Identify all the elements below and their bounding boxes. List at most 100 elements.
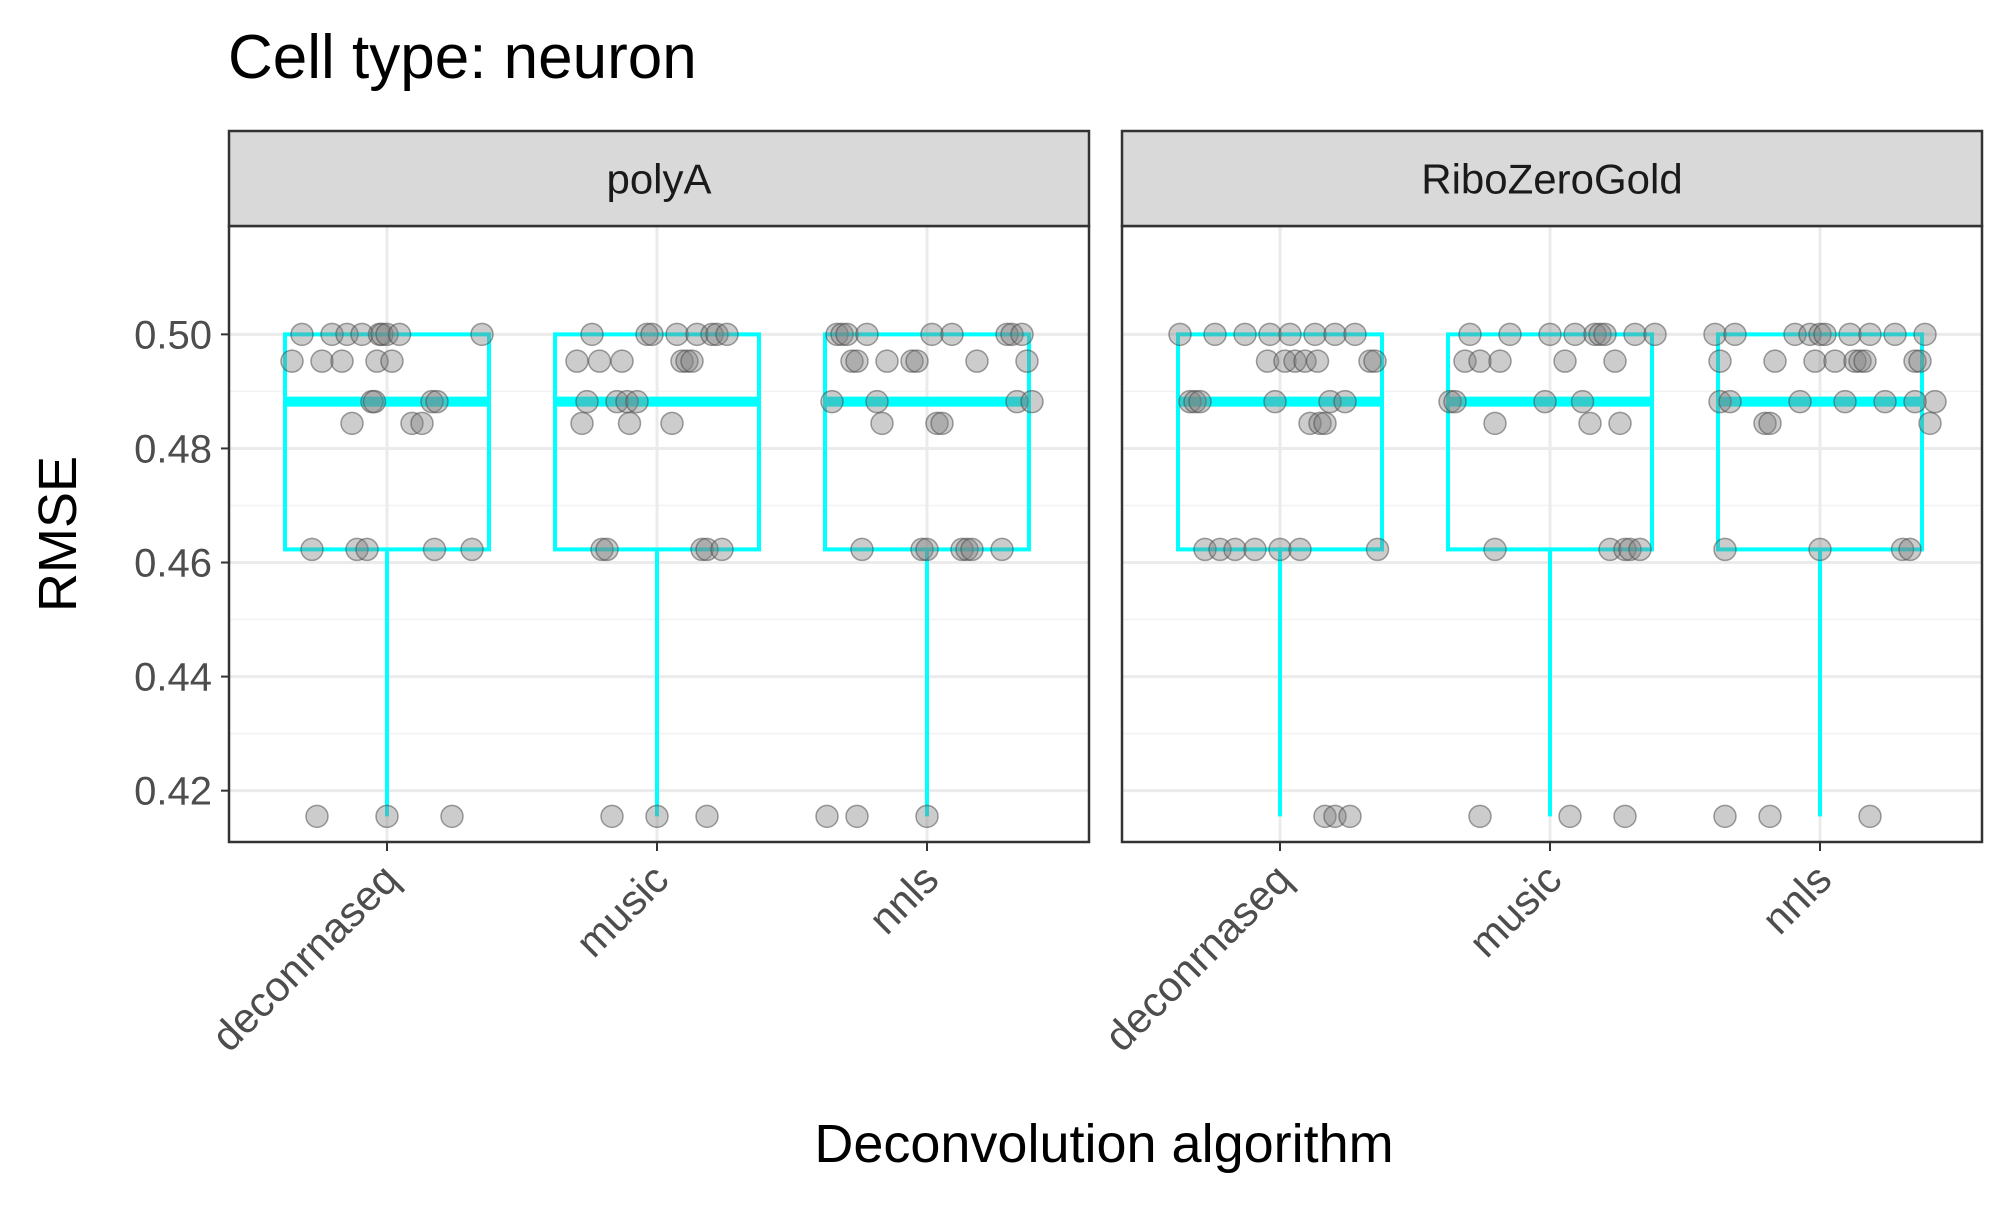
data-point — [1458, 322, 1482, 347]
data-point — [1183, 389, 1207, 414]
data-point — [375, 322, 399, 347]
data-point — [925, 411, 949, 436]
data-point — [605, 389, 629, 414]
data-point — [1313, 804, 1337, 829]
data-point — [1258, 322, 1282, 347]
data-point — [1483, 411, 1507, 436]
data-point — [580, 322, 604, 347]
data-point — [380, 349, 404, 373]
data-point — [1538, 322, 1562, 347]
data-point — [1488, 349, 1512, 373]
data-point — [1223, 537, 1247, 562]
y-tick-label: 0.50 — [134, 313, 212, 357]
data-point — [387, 322, 412, 347]
data-point — [835, 322, 859, 347]
data-point — [660, 411, 684, 436]
data-point — [570, 411, 594, 436]
data-point — [625, 389, 649, 414]
data-point — [845, 804, 869, 829]
data-point — [1468, 349, 1492, 373]
box-iqr — [1446, 332, 1654, 552]
data-point — [825, 322, 849, 347]
box-iqr — [1716, 332, 1924, 552]
data-point — [1443, 389, 1467, 414]
data-point — [1483, 537, 1507, 562]
x-tick-label: deconrnaseq — [202, 855, 407, 1060]
data-point — [670, 349, 694, 373]
data-point — [370, 322, 394, 347]
data-point — [1908, 349, 1932, 373]
data-point — [355, 537, 379, 562]
data-point — [1848, 349, 1872, 373]
data-point — [1203, 322, 1227, 347]
data-point — [1293, 349, 1317, 373]
data-point — [1438, 389, 1462, 414]
facet-strip-label: polyA — [606, 156, 711, 203]
data-point — [1588, 322, 1612, 347]
data-point — [690, 537, 714, 562]
data-point — [1643, 322, 1667, 347]
data-point — [1898, 537, 1922, 562]
data-point — [1343, 322, 1367, 347]
data-point — [1288, 537, 1312, 562]
data-point — [715, 322, 739, 347]
box-music — [1446, 332, 1654, 817]
data-point — [280, 349, 304, 373]
data-point — [1618, 537, 1642, 562]
data-point — [1713, 804, 1737, 829]
data-point — [1333, 389, 1357, 414]
data-point — [1188, 389, 1212, 414]
data-point — [1255, 349, 1280, 373]
data-point — [1718, 389, 1742, 414]
data-point — [830, 322, 854, 347]
data-point — [1603, 349, 1627, 373]
data-point — [1903, 389, 1927, 414]
data-point — [362, 389, 387, 414]
data-point — [1303, 322, 1327, 347]
data-point — [1263, 389, 1287, 414]
data-point — [1010, 322, 1034, 347]
box-iqr — [823, 332, 1031, 552]
data-point — [1823, 349, 1847, 373]
data-point — [1703, 322, 1727, 347]
x-tick-label: deconrnaseq — [1095, 855, 1300, 1060]
data-point — [815, 804, 839, 829]
data-point — [635, 322, 659, 347]
data-point — [1243, 537, 1267, 562]
data-point — [965, 349, 989, 373]
data-point — [1273, 349, 1297, 373]
data-point — [900, 349, 924, 373]
data-point — [1708, 349, 1732, 373]
x-tick-label: nnls — [860, 855, 948, 943]
data-point — [1923, 389, 1947, 414]
y-tick-label: 0.48 — [134, 427, 212, 471]
data-point — [640, 322, 664, 347]
data-point — [665, 322, 689, 347]
data-point — [1803, 349, 1827, 373]
box-iqr — [1176, 332, 1384, 552]
data-point — [595, 537, 619, 562]
data-point — [940, 322, 964, 347]
data-point — [865, 389, 889, 414]
y-tick-label: 0.46 — [134, 542, 212, 586]
data-point — [820, 389, 844, 414]
data-point — [1758, 411, 1782, 436]
data-point — [1753, 411, 1777, 436]
data-point — [410, 411, 434, 436]
data-point — [1570, 389, 1595, 414]
data-point — [1558, 804, 1582, 829]
panel-RiboZeroGold: RiboZeroGold deconrnaseq music nnls — [1095, 129, 1984, 1060]
data-point — [645, 804, 669, 829]
data-point — [1838, 322, 1862, 347]
data-point — [1613, 804, 1637, 829]
box-iqr — [553, 332, 761, 552]
data-point — [705, 322, 729, 347]
data-point — [1563, 322, 1587, 347]
data-point — [617, 411, 642, 436]
data-point — [330, 349, 354, 373]
data-point — [1758, 804, 1782, 829]
data-point — [905, 349, 929, 373]
data-point — [910, 537, 934, 562]
data-point — [1713, 537, 1737, 562]
